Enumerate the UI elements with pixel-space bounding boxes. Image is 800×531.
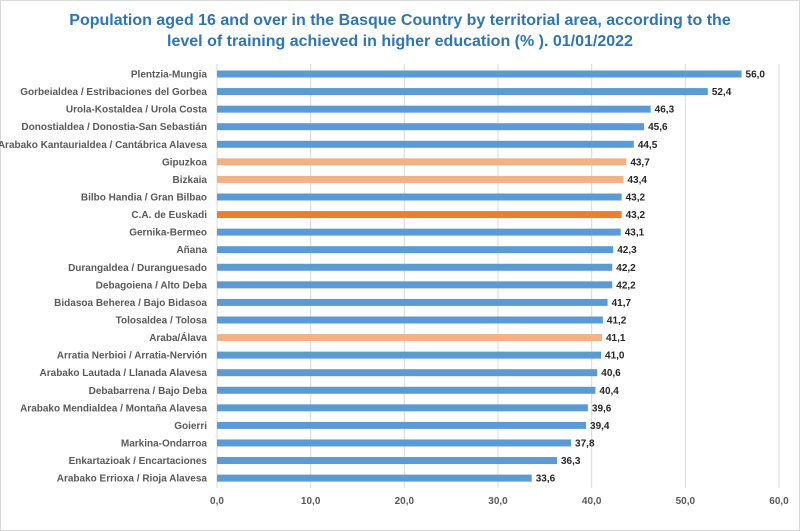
bar <box>217 246 614 254</box>
bar <box>217 351 602 359</box>
category-label: Arabako Lautada / Llanada Alavesa <box>40 368 208 379</box>
category-label: Debabarrena / Bajo Deba <box>89 386 208 397</box>
category-label: Añana <box>176 245 207 256</box>
category-label: Arabako Errioxa / Rioja Alavesa <box>57 474 208 485</box>
category-label: Arabako Mendialdea / Montaña Alavesa <box>20 403 207 414</box>
value-label: 43,7 <box>630 157 650 168</box>
value-label: 33,6 <box>536 474 556 485</box>
value-label: 41,0 <box>605 351 625 362</box>
value-label: 39,6 <box>592 403 612 414</box>
value-label: 43,2 <box>626 192 646 203</box>
x-tick-label: 30,0 <box>488 496 508 507</box>
bar <box>217 281 613 289</box>
category-label: Enkartazioak / Encartaciones <box>69 456 208 467</box>
category-label: Gernika-Bermeo <box>129 228 207 239</box>
value-label: 52,4 <box>712 87 732 98</box>
bar <box>217 105 651 113</box>
value-label: 42,2 <box>616 263 636 274</box>
category-label: Tolosaldea / Tolosa <box>116 315 208 326</box>
category-label: Debagoiena / Alto Deba <box>96 280 208 291</box>
category-label: Plentzia-Mungia <box>131 70 208 81</box>
category-label: Durangaldea / Duranguesado <box>68 263 207 274</box>
category-label: Gorbeialdea / Estribaciones del Gorbea <box>20 87 207 98</box>
category-label: Gipuzkoa <box>162 157 207 168</box>
category-label: Araba/Álava <box>149 331 207 344</box>
x-tick-label: 10,0 <box>301 496 321 507</box>
bar <box>217 457 558 465</box>
category-label: Goierri <box>174 421 207 432</box>
value-label: 40,6 <box>601 368 621 379</box>
chart-title: Population aged 16 and over in the Basqu… <box>0 10 800 52</box>
x-tick-label: 20,0 <box>395 496 415 507</box>
bar <box>217 421 587 429</box>
bar <box>217 386 596 394</box>
bar <box>217 298 608 306</box>
bar <box>217 474 532 482</box>
bar <box>217 369 598 377</box>
bar <box>217 439 572 447</box>
x-tick-label: 60,0 <box>769 496 789 507</box>
value-label: 45,6 <box>648 122 668 133</box>
bar <box>217 334 602 342</box>
value-label: 39,4 <box>590 421 610 432</box>
bar <box>217 193 622 201</box>
category-label: Markina-Ondarroa <box>121 438 208 449</box>
value-label: 41,7 <box>612 298 632 309</box>
x-tick-label: 0,0 <box>210 496 224 507</box>
bar <box>217 263 613 271</box>
bar <box>217 70 742 78</box>
value-label: 41,2 <box>607 315 627 326</box>
bar <box>217 228 621 236</box>
value-label: 43,1 <box>625 228 645 239</box>
category-label: Bilbo Handia / Gran Bilbao <box>81 192 207 203</box>
category-label: Arratia Nerbioi / Arratia-Nervión <box>57 351 207 362</box>
category-label: C.A. de Euskadi <box>131 210 207 221</box>
bar <box>217 404 588 412</box>
value-label: 41,1 <box>606 333 626 344</box>
x-tick-label: 50,0 <box>676 496 696 507</box>
bar <box>217 123 645 131</box>
category-label: Bidasoa Beherea / Bajo Bidasoa <box>54 298 207 309</box>
value-label: 42,3 <box>617 245 637 256</box>
category-label: Donostialdea / Donostia-San Sebastián <box>21 122 207 133</box>
bar <box>217 88 708 96</box>
category-label: Bizkaia <box>173 175 208 186</box>
bar <box>217 316 603 324</box>
value-label: 37,8 <box>575 438 595 449</box>
value-label: 43,4 <box>628 175 648 186</box>
bar <box>217 211 622 219</box>
category-label: Arabako Kantaurialdea / Cantábrica Alave… <box>0 140 207 151</box>
value-label: 46,3 <box>655 105 675 116</box>
value-label: 42,2 <box>616 280 636 291</box>
value-label: 40,4 <box>599 386 619 397</box>
chart-title-line-1: Population aged 16 and over in the Basqu… <box>69 12 731 29</box>
chart-title-line-2: level of training achieved in higher edu… <box>167 33 633 50</box>
value-label: 44,5 <box>638 140 658 151</box>
x-tick-label: 40,0 <box>582 496 602 507</box>
bar <box>217 158 627 166</box>
value-label: 56,0 <box>746 70 766 81</box>
category-label: Urola-Kostaldea / Urola Costa <box>66 105 208 116</box>
bar <box>217 175 624 183</box>
bar <box>217 140 634 148</box>
value-label: 43,2 <box>626 210 646 221</box>
value-label: 36,3 <box>561 456 581 467</box>
